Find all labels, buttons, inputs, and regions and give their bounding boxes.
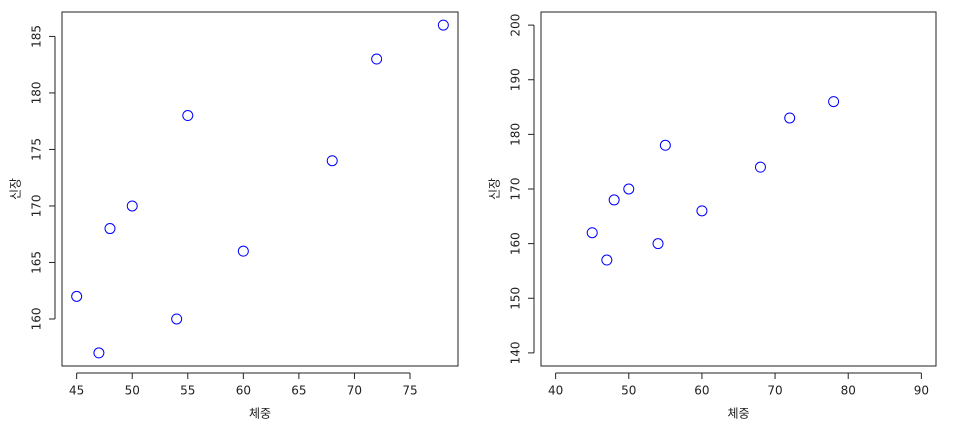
y-tick-label: 180 bbox=[30, 81, 44, 104]
y-tick-label: 180 bbox=[509, 123, 523, 146]
y-tick-label: 175 bbox=[30, 138, 44, 161]
x-tick-label: 60 bbox=[694, 384, 709, 398]
x-tick-label: 45 bbox=[69, 384, 84, 398]
y-tick-label: 160 bbox=[509, 232, 523, 255]
x-tick-label: 55 bbox=[180, 384, 195, 398]
y-tick-label: 150 bbox=[509, 287, 523, 310]
point bbox=[171, 313, 183, 325]
point bbox=[623, 183, 635, 195]
x-tick-label: 50 bbox=[125, 384, 140, 398]
point bbox=[652, 238, 664, 250]
y-tick-label: 170 bbox=[30, 195, 44, 218]
x-tick-label: 75 bbox=[402, 384, 417, 398]
y-tick-label: 165 bbox=[30, 251, 44, 274]
point bbox=[784, 112, 796, 124]
x-tick-label: 70 bbox=[767, 384, 782, 398]
point bbox=[326, 155, 338, 167]
point bbox=[754, 161, 766, 173]
x-tick-label: 60 bbox=[236, 384, 251, 398]
x-tick-label: 80 bbox=[841, 384, 856, 398]
x-tick-label: 65 bbox=[291, 384, 306, 398]
point bbox=[608, 194, 620, 206]
point bbox=[371, 53, 383, 65]
plot-frame bbox=[540, 11, 937, 367]
plot-frame bbox=[61, 11, 459, 367]
y-tick-label: 160 bbox=[30, 308, 44, 331]
y-tick-label: 170 bbox=[509, 178, 523, 201]
x-tick-label: 40 bbox=[548, 384, 563, 398]
point bbox=[437, 19, 449, 31]
y-tick-label: 140 bbox=[509, 341, 523, 364]
x-tick-label: 70 bbox=[347, 384, 362, 398]
y-tick-label: 190 bbox=[509, 68, 523, 91]
point bbox=[696, 205, 708, 217]
point bbox=[586, 227, 598, 239]
x-axis-label: 체중 bbox=[249, 407, 271, 421]
y-tick-label: 185 bbox=[30, 25, 44, 48]
point bbox=[71, 290, 83, 302]
point bbox=[182, 110, 194, 122]
y-axis-label: 신장 bbox=[9, 178, 23, 200]
x-tick-label: 90 bbox=[914, 384, 929, 398]
y-tick-label: 200 bbox=[509, 14, 523, 37]
point bbox=[104, 223, 116, 235]
point bbox=[93, 347, 105, 359]
y-axis-label: 신장 bbox=[488, 178, 502, 200]
point bbox=[126, 200, 138, 212]
point bbox=[601, 254, 613, 266]
x-tick-label: 50 bbox=[621, 384, 636, 398]
point bbox=[828, 96, 840, 108]
x-axis-label: 체중 bbox=[727, 407, 749, 421]
point bbox=[237, 245, 249, 257]
point bbox=[659, 139, 671, 151]
